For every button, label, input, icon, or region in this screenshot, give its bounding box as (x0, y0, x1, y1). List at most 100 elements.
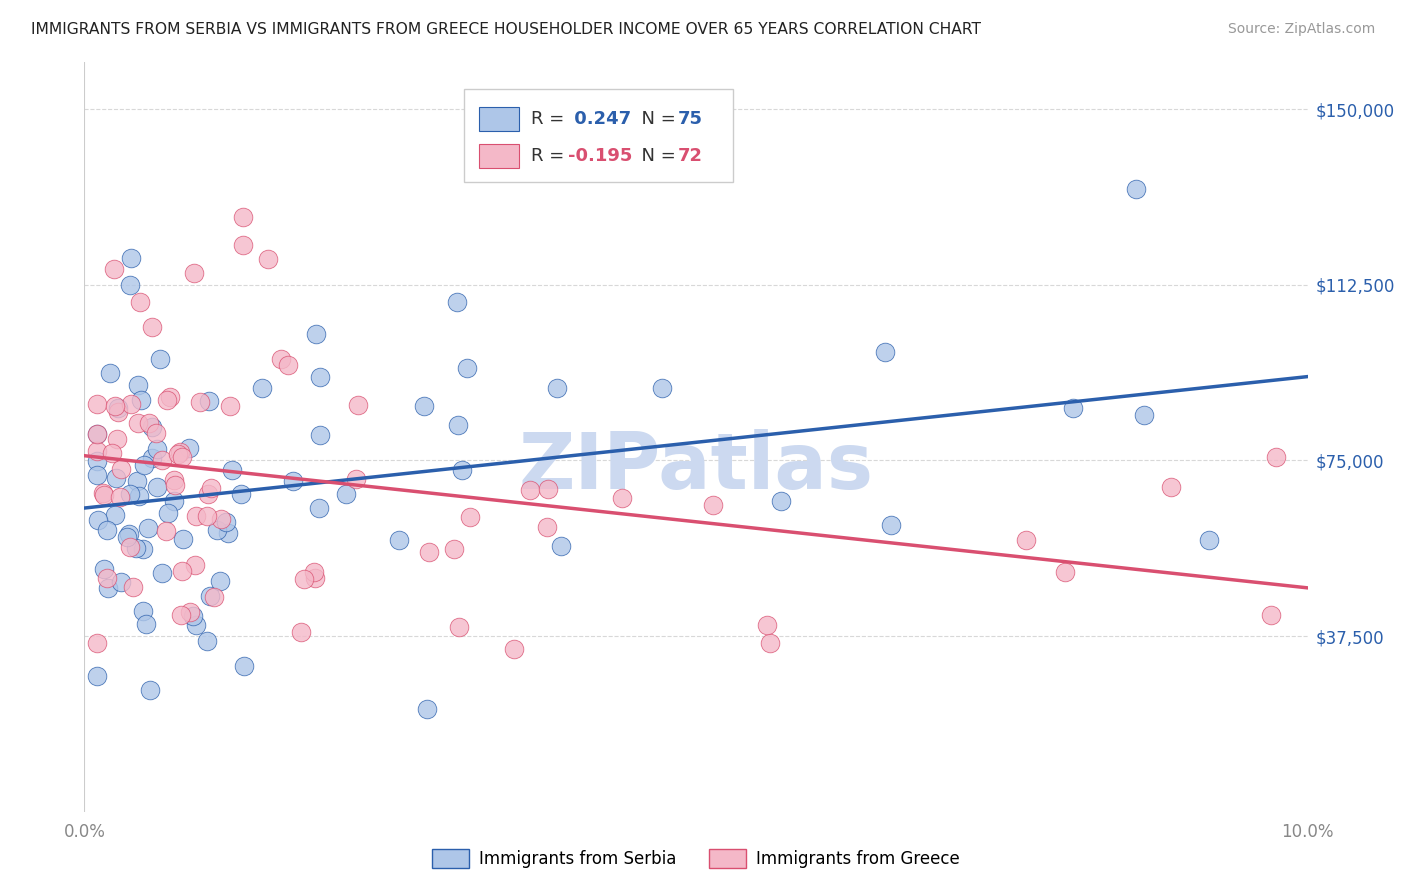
Point (86, 444, 108, 458)
Point (651, 381, 673, 395)
Point (172, 533, 194, 547)
Point (755, 618, 778, 632)
Point (292, 573, 315, 587)
Point (209, 511, 232, 525)
Point (139, 683, 162, 698)
Point (179, 605, 201, 619)
Point (219, 399, 242, 413)
Text: R =: R = (531, 110, 569, 128)
Point (290, 625, 312, 640)
Point (1198, 533, 1220, 548)
Point (252, 381, 274, 395)
Point (86, 454, 108, 468)
Point (141, 320, 163, 334)
Point (98, 366, 121, 380)
Point (104, 471, 127, 485)
Point (179, 441, 201, 455)
Point (221, 463, 243, 477)
FancyBboxPatch shape (464, 88, 733, 182)
Point (1053, 565, 1076, 579)
Point (146, 480, 169, 494)
Point (129, 392, 152, 407)
Point (217, 525, 239, 540)
Point (456, 360, 478, 375)
Point (209, 574, 232, 589)
Point (232, 210, 254, 224)
Point (155, 524, 177, 538)
Point (107, 401, 129, 416)
Point (156, 506, 179, 520)
Point (172, 564, 194, 578)
Point (149, 351, 172, 366)
Point (184, 618, 207, 632)
Point (344, 472, 367, 486)
Point (257, 252, 280, 266)
Point (120, 397, 142, 411)
Point (146, 442, 169, 456)
Point (134, 458, 156, 472)
Point (87, 513, 110, 527)
Point (141, 450, 163, 465)
Point (150, 566, 173, 581)
Point (200, 481, 222, 495)
Point (304, 572, 326, 586)
Text: IMMIGRANTS FROM SERBIA VS IMMIGRANTS FROM GREECE HOUSEHOLDER INCOME OVER 65 YEAR: IMMIGRANTS FROM SERBIA VS IMMIGRANTS FRO… (31, 22, 981, 37)
Point (156, 393, 179, 408)
Point (188, 394, 211, 409)
Point (93, 562, 115, 576)
Point (169, 445, 191, 459)
Text: N =: N = (630, 147, 682, 165)
Point (125, 474, 148, 488)
Point (418, 545, 440, 559)
Point (96, 570, 118, 584)
Point (447, 417, 470, 432)
Point (519, 483, 541, 497)
Point (413, 399, 436, 413)
Point (91, 486, 114, 500)
Point (550, 539, 572, 553)
Point (104, 399, 127, 413)
Point (232, 658, 254, 673)
Point (127, 378, 149, 392)
Point (183, 266, 205, 280)
Point (270, 351, 292, 366)
Point (232, 238, 254, 252)
Point (502, 642, 524, 657)
Point (702, 498, 724, 512)
Point (197, 393, 219, 408)
Point (110, 574, 132, 589)
Point (195, 633, 218, 648)
Point (127, 417, 149, 431)
FancyBboxPatch shape (479, 107, 519, 130)
Point (305, 326, 328, 341)
Legend: Immigrants from Serbia, Immigrants from Greece: Immigrants from Serbia, Immigrants from … (426, 842, 966, 874)
Point (451, 463, 474, 477)
Point (108, 490, 131, 504)
Point (170, 608, 193, 623)
Point (135, 617, 157, 632)
Point (110, 461, 132, 475)
Point (205, 523, 228, 537)
Point (758, 635, 780, 649)
Point (118, 277, 141, 292)
Point (163, 474, 186, 488)
Point (195, 508, 218, 523)
Point (86, 669, 108, 683)
Point (159, 390, 181, 404)
Point (93, 487, 115, 501)
Point (128, 295, 150, 310)
Point (165, 478, 187, 492)
Point (86, 427, 108, 442)
Point (132, 542, 155, 557)
Point (138, 417, 160, 431)
Point (86, 397, 108, 411)
Point (125, 541, 148, 556)
Point (229, 487, 252, 501)
Point (150, 452, 173, 467)
Point (120, 541, 142, 555)
Point (880, 518, 903, 533)
Point (128, 489, 150, 503)
Text: 72: 72 (678, 147, 703, 165)
Point (96, 524, 118, 538)
Point (136, 521, 159, 535)
